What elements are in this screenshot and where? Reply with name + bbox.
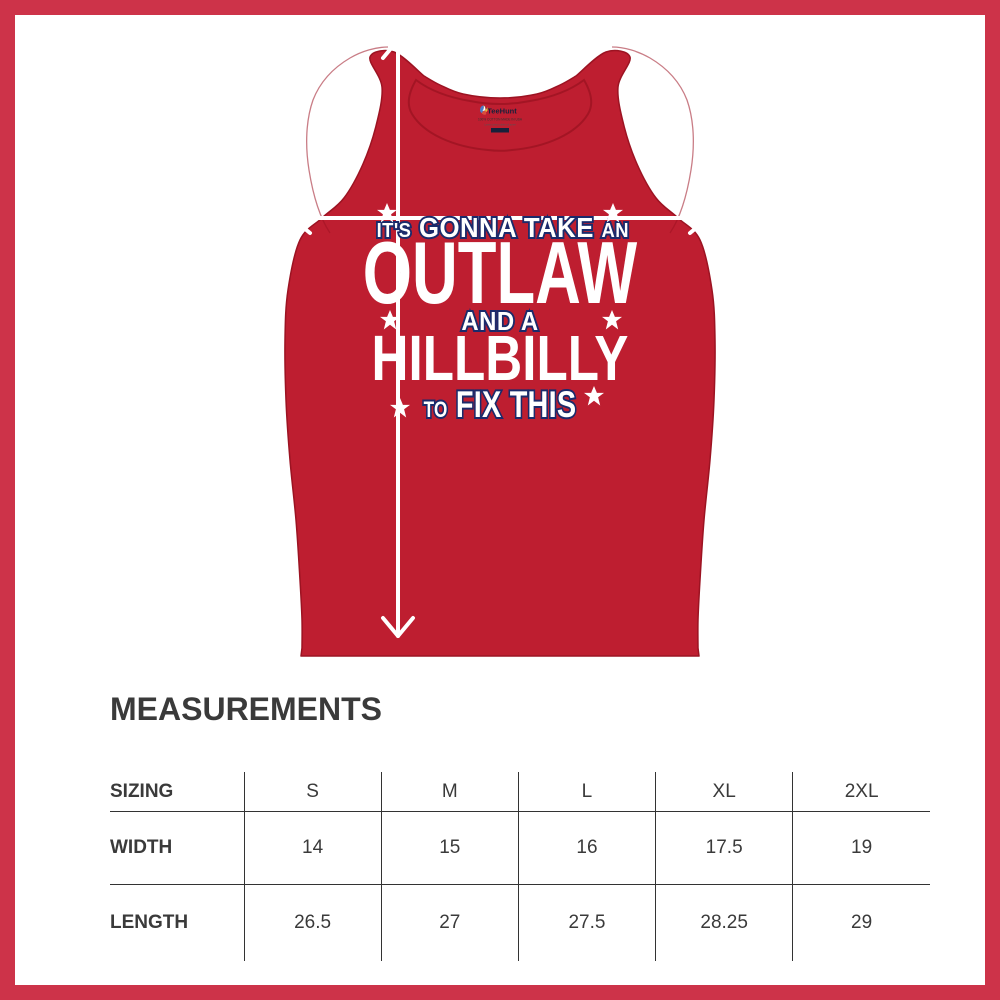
svg-text:Lorem ipsum dolor sit amet: Lorem ipsum dolor sit amet [484,123,516,127]
svg-text:100% COTTON MADE IN USA: 100% COTTON MADE IN USA [478,118,523,122]
svg-text:TeeHunt: TeeHunt [487,107,517,116]
